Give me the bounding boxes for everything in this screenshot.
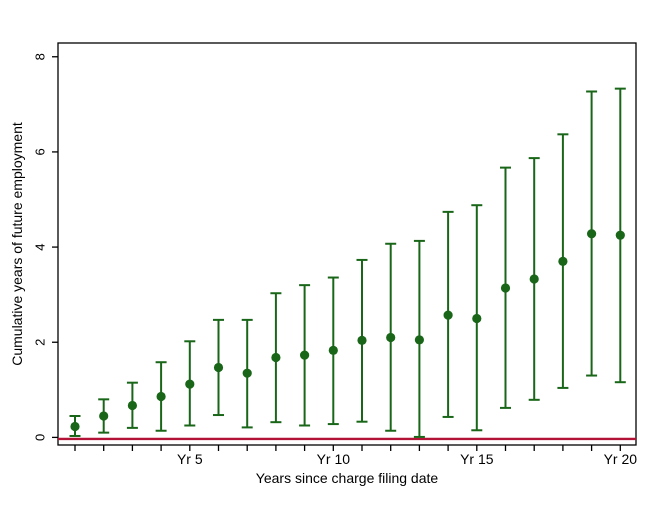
- x-axis-tick-label: Yr 15: [460, 451, 494, 467]
- x-axis-tick-label: Yr 10: [317, 451, 351, 467]
- point-estimate-marker: [328, 345, 338, 355]
- point-estimate-marker: [472, 313, 482, 324]
- y-axis-tick-label: 4: [33, 243, 48, 250]
- point-estimate-marker: [500, 283, 511, 293]
- point-estimate-marker: [99, 411, 109, 421]
- y-axis-title: Cumulative years of future employment: [9, 122, 25, 366]
- y-axis-tick-label: 6: [33, 148, 48, 155]
- point-estimate-marker: [70, 421, 80, 432]
- point-estimate-marker: [386, 332, 396, 343]
- point-estimate-marker: [185, 379, 195, 389]
- point-estimate-marker: [443, 310, 453, 320]
- plot-frame: [57, 42, 637, 446]
- x-axis-tick-label: Yr 5: [177, 451, 203, 467]
- point-estimate-marker: [414, 335, 424, 345]
- point-estimate-marker: [213, 362, 224, 373]
- point-estimate-marker: [127, 400, 137, 411]
- point-estimate-marker: [300, 350, 310, 360]
- y-axis-tick-label: 8: [33, 53, 48, 60]
- point-estimate-marker: [615, 230, 625, 240]
- point-estimate-marker: [558, 256, 568, 266]
- point-estimate-marker: [156, 391, 166, 402]
- x-axis-title: Years since charge filing date: [255, 470, 439, 486]
- point-estimate-marker: [587, 229, 597, 239]
- point-estimate-marker: [242, 368, 252, 378]
- x-axis-tick-label: Yr 20: [604, 451, 638, 467]
- point-estimate-marker: [271, 352, 281, 363]
- point-estimate-marker: [357, 335, 367, 345]
- point-estimate-marker: [529, 274, 539, 284]
- y-axis-tick-label: 0: [33, 434, 48, 441]
- y-axis-tick-label: 2: [33, 339, 48, 346]
